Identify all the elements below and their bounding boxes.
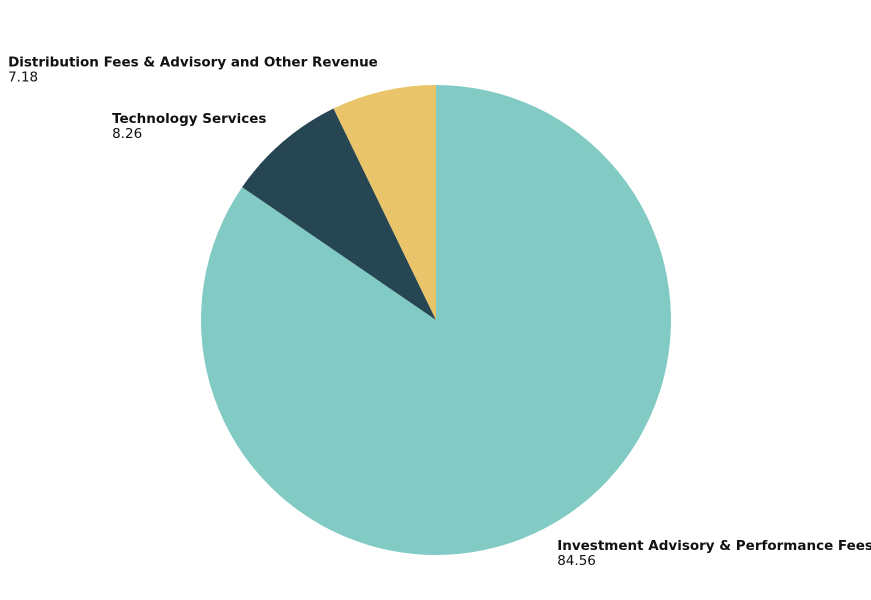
slice-label: Investment Advisory & Performance Fees bbox=[557, 538, 871, 554]
slice-value: 84.56 bbox=[557, 553, 596, 569]
slice-label: Distribution Fees & Advisory and Other R… bbox=[8, 55, 378, 71]
slice-label: Technology Services bbox=[112, 111, 266, 127]
pie-slice bbox=[333, 85, 436, 320]
slice-value: 7.18 bbox=[8, 70, 38, 86]
slice-value: 8.26 bbox=[112, 126, 142, 142]
pie-slice bbox=[242, 108, 436, 320]
